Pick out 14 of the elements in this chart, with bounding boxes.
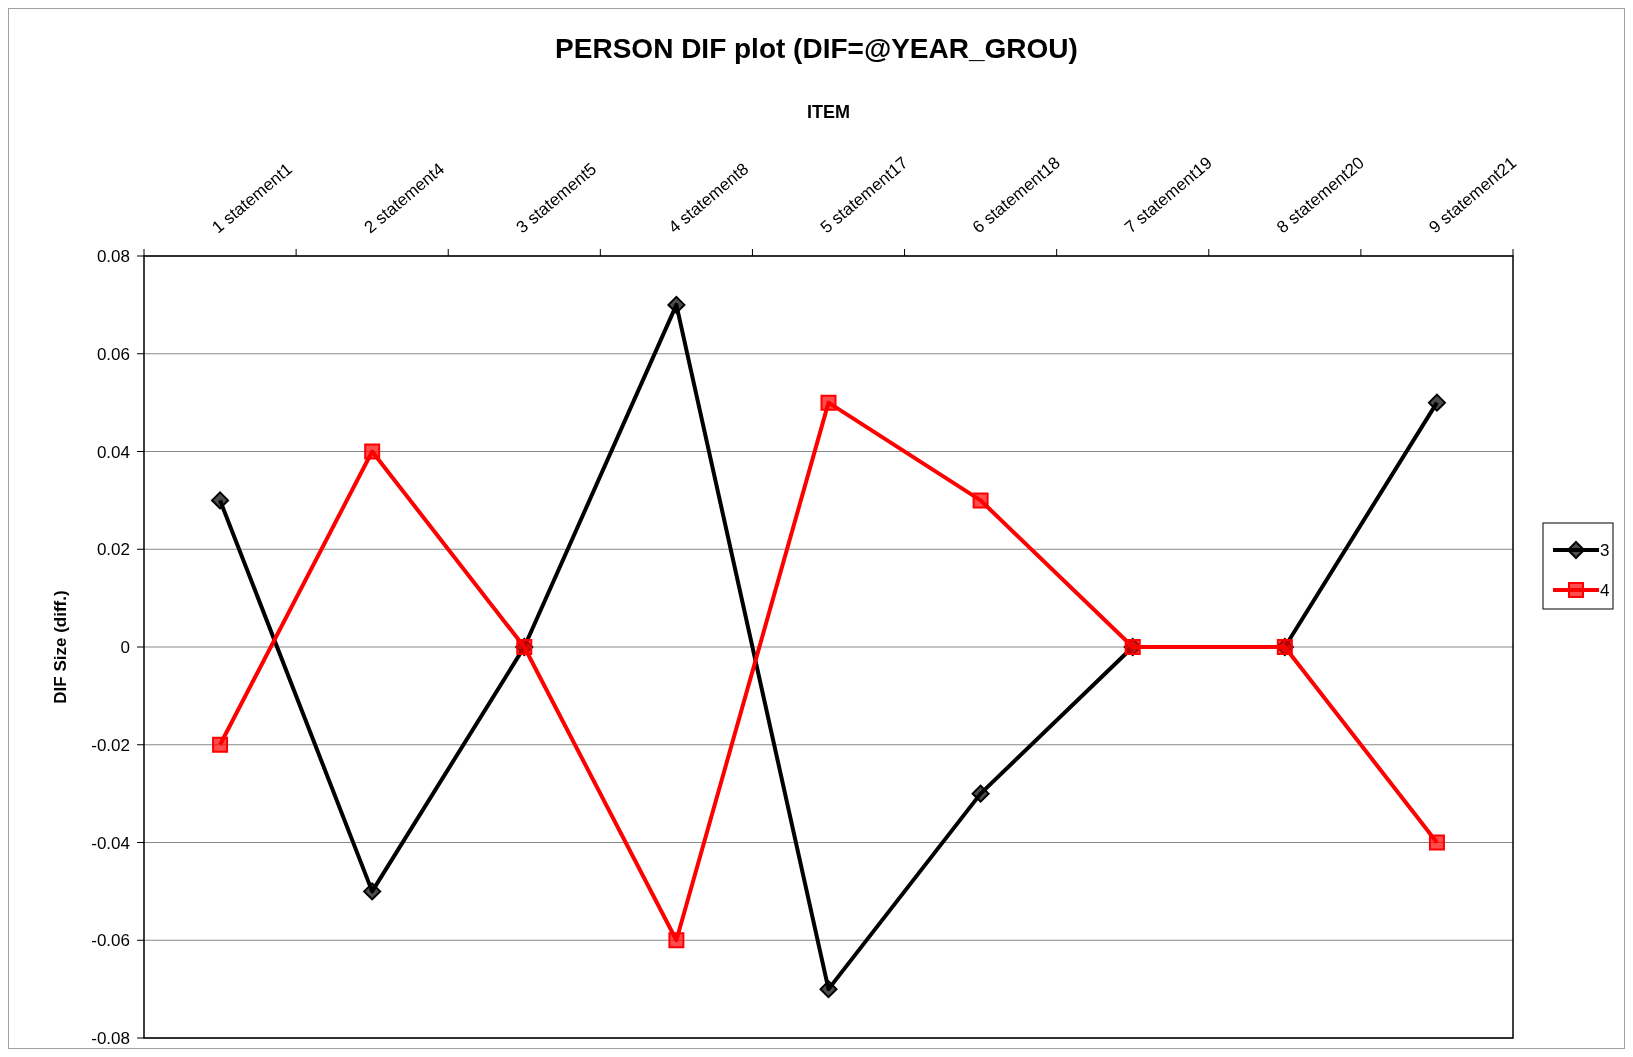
y-tick-label: 0 xyxy=(120,638,130,657)
y-tick-label: 0.08 xyxy=(96,247,130,266)
y-tick-label: 0.04 xyxy=(96,442,130,462)
y-tick-label: 0.06 xyxy=(96,344,130,364)
y-axis-title: DIF Size (diff.) xyxy=(51,590,70,704)
y-tick-label: 0.02 xyxy=(96,540,130,560)
chart-title: PERSON DIF plot (DIF=@YEAR_GROU) xyxy=(555,33,1078,64)
y-tick-label: -0.08 xyxy=(91,1029,130,1048)
legend-label: 3 xyxy=(1600,541,1610,560)
y-tick-label: -0.02 xyxy=(91,735,130,755)
x-axis-title: ITEM xyxy=(807,102,850,122)
y-tick-label: -0.04 xyxy=(91,833,130,853)
legend-label: 4 xyxy=(1600,581,1610,600)
y-tick-label: -0.06 xyxy=(91,931,130,951)
